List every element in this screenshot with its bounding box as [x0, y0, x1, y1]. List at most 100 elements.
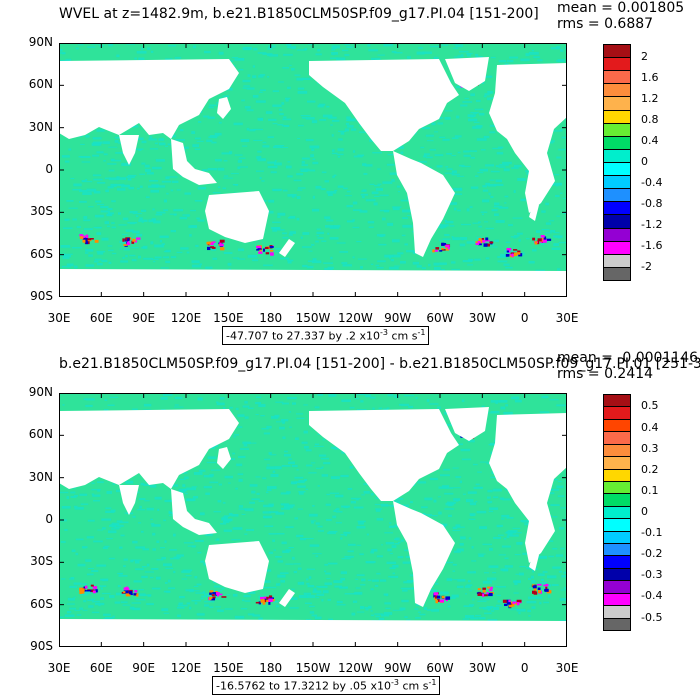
ocean-texture — [117, 572, 123, 575]
ocean-texture — [560, 507, 567, 509]
ocean-texture — [409, 574, 414, 577]
ocean-texture — [337, 185, 344, 188]
ocean-texture — [85, 264, 95, 267]
ocean-texture — [386, 561, 397, 564]
ocean-texture — [402, 589, 408, 592]
ocean-texture — [444, 411, 448, 415]
ocean-texture — [282, 421, 285, 424]
ocean-texture — [438, 226, 446, 228]
colorbar-label: 0.4 — [641, 420, 659, 434]
extreme-anomaly — [433, 592, 439, 596]
ocean-texture — [82, 546, 88, 549]
ocean-texture — [123, 558, 128, 561]
ocean-texture — [107, 225, 111, 228]
colorbar-label: 0 — [641, 505, 648, 518]
ocean-texture — [332, 515, 337, 519]
ocean-texture — [338, 138, 343, 141]
land-mass — [309, 59, 459, 151]
ocean-texture — [191, 545, 196, 548]
ocean-texture — [125, 254, 128, 258]
ocean-texture — [176, 554, 184, 557]
ocean-texture — [341, 399, 351, 402]
ocean-texture — [132, 607, 141, 611]
ocean-texture — [490, 56, 496, 59]
ocean-texture — [561, 575, 567, 578]
extreme-anomaly — [544, 588, 549, 592]
extreme-anomaly — [509, 601, 513, 604]
land-mass — [205, 191, 269, 243]
ocean-texture — [499, 164, 509, 166]
ocean-texture — [186, 498, 196, 501]
ocean-texture — [268, 511, 279, 513]
ocean-texture — [417, 481, 427, 484]
ocean-texture — [459, 480, 463, 484]
colorbar-label: 0 — [641, 155, 648, 168]
ocean-texture — [120, 534, 125, 537]
ocean-texture — [555, 554, 564, 557]
ocean-texture — [168, 499, 172, 501]
ocean-texture — [82, 192, 92, 195]
ocean-texture — [85, 398, 95, 401]
ocean-texture — [233, 436, 236, 438]
ocean-texture — [285, 97, 291, 100]
ocean-texture — [131, 125, 139, 128]
extreme-anomaly — [134, 240, 138, 243]
ocean-texture — [355, 587, 361, 589]
ocean-texture — [502, 254, 508, 258]
ocean-texture — [73, 582, 82, 585]
ocean-texture — [132, 408, 138, 411]
ocean-texture — [460, 104, 468, 107]
colorbar-swatch — [603, 227, 631, 242]
ocean-texture — [470, 115, 474, 118]
extreme-anomaly — [537, 587, 541, 591]
ocean-texture — [355, 578, 359, 580]
ocean-texture — [507, 530, 518, 532]
ocean-texture — [503, 168, 510, 172]
ocean-texture — [251, 490, 256, 494]
ocean-texture — [340, 474, 349, 478]
land-mass — [171, 489, 217, 535]
ocean-texture — [103, 613, 111, 616]
ocean-texture — [429, 477, 438, 481]
ocean-texture — [327, 266, 334, 270]
extreme-anomaly — [484, 594, 488, 597]
extreme-anomaly — [92, 590, 96, 594]
extreme-anomaly — [441, 247, 444, 250]
ocean-texture — [243, 443, 248, 447]
ocean-texture — [402, 224, 413, 228]
ocean-texture — [242, 47, 253, 50]
ocean-texture — [240, 139, 250, 142]
ocean-texture — [231, 57, 239, 59]
ocean-texture — [234, 58, 245, 61]
ocean-texture — [391, 51, 397, 53]
ocean-texture — [287, 44, 292, 47]
ocean-texture — [242, 87, 247, 89]
ocean-texture — [92, 143, 100, 146]
extreme-anomaly — [136, 594, 139, 597]
ocean-texture — [356, 393, 366, 396]
ocean-texture — [370, 614, 374, 617]
ocean-texture — [332, 119, 340, 122]
ocean-texture — [503, 537, 507, 540]
ocean-texture — [350, 128, 357, 131]
ocean-texture — [135, 598, 146, 601]
ocean-texture — [545, 222, 552, 225]
extreme-anomaly — [489, 588, 493, 592]
colorbar-label: 0.8 — [641, 113, 659, 127]
ocean-texture — [316, 467, 323, 469]
extreme-anomaly — [502, 599, 508, 603]
ocean-texture — [212, 257, 218, 260]
extreme-anomaly — [537, 238, 542, 242]
ocean-texture — [277, 212, 286, 216]
ocean-texture — [486, 97, 491, 101]
extreme-anomaly — [126, 242, 131, 246]
ocean-texture — [349, 406, 355, 409]
ocean-texture — [116, 176, 120, 178]
ocean-texture — [453, 47, 459, 49]
ocean-texture — [508, 224, 513, 227]
extreme-anomaly — [518, 253, 523, 257]
ocean-texture — [97, 203, 105, 206]
ocean-texture — [316, 593, 325, 596]
ocean-texture — [93, 540, 103, 543]
ocean-texture — [376, 266, 384, 269]
